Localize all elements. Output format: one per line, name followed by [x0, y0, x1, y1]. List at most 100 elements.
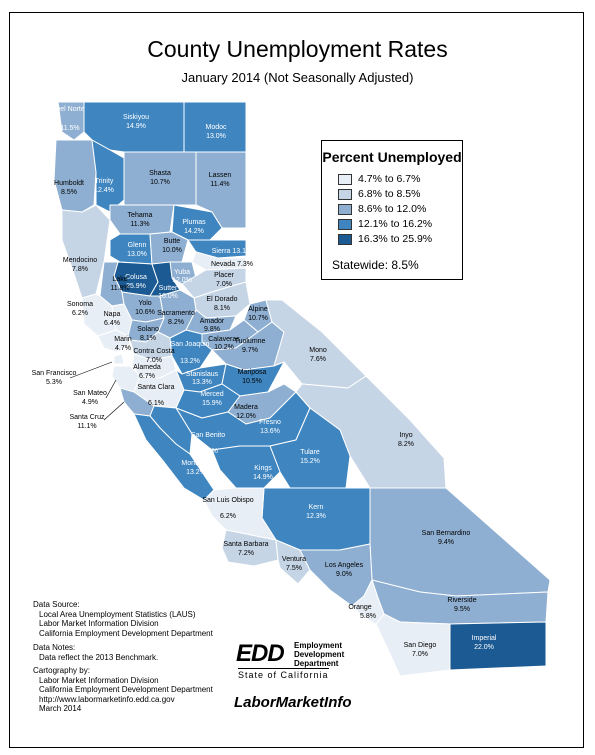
county-san-francisco[interactable]	[113, 353, 125, 365]
county-glenn[interactable]	[109, 233, 153, 265]
svg-text:8.1%: 8.1%	[214, 305, 230, 312]
edd-logo-mark: EDD	[236, 640, 285, 667]
svg-text:15.9%: 15.9%	[202, 400, 222, 407]
label-glenn-rate: 13.0%	[127, 251, 147, 258]
svg-text:7.5%: 7.5%	[286, 565, 302, 572]
label-san-bernardino-name: San Bernardino	[422, 530, 471, 537]
label-plumas-rate: 14.2%	[184, 228, 204, 235]
label-marin-name: Marin	[114, 336, 132, 343]
label-siskiyou-name: Siskiyou	[123, 114, 149, 121]
cartography-url[interactable]: http://www.labormarketinfo.edd.ca.gov	[39, 694, 175, 704]
label-nevada-name: Nevada	[211, 261, 235, 268]
label-mono-name: Mono	[309, 347, 327, 354]
edd-logo-line-1: Employment	[294, 641, 343, 650]
label-sacramento-rate: 8.2%	[168, 319, 184, 326]
label-alameda-name: Alameda	[133, 364, 161, 371]
svg-text:Plumas: Plumas	[182, 219, 206, 226]
svg-text:El Dorado: El Dorado	[206, 296, 237, 303]
label-san-bernardino-rate: 9.4%	[438, 539, 454, 546]
county-san-bernardino[interactable]	[369, 487, 551, 597]
county-san-luis-obispo[interactable]	[203, 487, 277, 541]
label-alpine-name: Alpine	[248, 306, 268, 313]
cartography-block: Cartography by: Labor Market Information…	[33, 666, 213, 714]
county-butte[interactable]	[149, 231, 189, 265]
label-colusa-rate: 25.9%	[126, 283, 146, 290]
legend-label-4: 12.1% to 16.2%	[358, 218, 433, 230]
svg-text:Marin: Marin	[114, 336, 132, 343]
svg-text:14.9%: 14.9%	[253, 474, 273, 481]
label-merced-rate: 15.9%	[202, 400, 222, 407]
label-riverside-rate: 9.5%	[454, 606, 470, 613]
cartography-line-2: California Employment Development Depart…	[39, 685, 213, 694]
svg-text:San Joaquin: San Joaquin	[171, 341, 210, 348]
svg-text:9.7%: 9.7%	[242, 347, 258, 354]
legend-swatch-2	[338, 189, 352, 200]
svg-text:San Benito: San Benito	[191, 432, 225, 439]
svg-text:Butte: Butte	[164, 238, 180, 245]
county-humboldt[interactable]	[53, 139, 97, 213]
edd-logo-text: Employment Development Department	[294, 641, 344, 668]
svg-text:25.9%: 25.9%	[126, 283, 146, 290]
county-mendocino[interactable]	[61, 204, 111, 299]
svg-text:Sacramento: Sacramento	[157, 310, 195, 317]
leader-lines	[69, 361, 125, 421]
edd-logo-state: State of California	[238, 668, 329, 680]
svg-text:Glenn: Glenn	[128, 242, 147, 249]
label-yolo-name: Yolo	[138, 300, 151, 307]
label-tulare-name: Tulare	[300, 449, 320, 456]
svg-text:7.0%: 7.0%	[412, 651, 428, 658]
county-orange[interactable]	[351, 579, 385, 625]
county-del-norte[interactable]	[57, 101, 85, 141]
svg-text:4.9%: 4.9%	[82, 399, 98, 406]
label-stanislaus-name: Stanislaus	[186, 371, 219, 378]
label-sierra-name: Sierra	[212, 248, 231, 255]
label-imperial-rate: 22.0%	[474, 644, 494, 651]
svg-text:Shasta: Shasta	[149, 170, 171, 177]
svg-text:9.5%: 9.5%	[454, 606, 470, 613]
label-amador-name: Amador	[200, 318, 225, 325]
data-source-line-1: Local Area Unemployment Statistics (LAUS…	[39, 609, 196, 619]
label-lassen-rate: 11.4%	[210, 181, 229, 188]
county-kings[interactable]	[211, 445, 281, 489]
svg-text:San Francisco: San Francisco	[32, 370, 77, 377]
svg-text:11.1%: 11.1%	[77, 423, 96, 430]
label-fresno-rate: 13.6%	[260, 428, 280, 435]
county-tulare[interactable]	[269, 407, 351, 489]
data-notes-heading: Data Notes:	[33, 643, 76, 652]
map-title: County Unemployment Rates	[147, 36, 448, 62]
county-marin[interactable]	[97, 329, 131, 353]
svg-text:Siskiyou: Siskiyou	[123, 114, 149, 121]
svg-text:Kings: Kings	[254, 465, 272, 472]
county-santa-barbara[interactable]	[221, 529, 279, 567]
svg-text:Sierra 13.1%: Sierra 13.1%	[212, 248, 253, 255]
data-source-heading: Data Source:	[33, 600, 80, 609]
label-santa-cruz-rate: 11.1%	[77, 423, 96, 430]
legend-swatch-4	[338, 219, 352, 230]
svg-text:12.4%: 12.4%	[94, 187, 114, 194]
svg-text:Stanislaus: Stanislaus	[186, 371, 219, 378]
svg-text:10.2%: 10.2%	[214, 344, 234, 351]
svg-text:Sonoma: Sonoma	[67, 301, 93, 308]
label-stanislaus-rate: 13.3%	[192, 379, 212, 386]
label-sierra-rate: 13.1%	[232, 248, 252, 255]
county-imperial[interactable]	[449, 621, 547, 671]
svg-text:Madera: Madera	[234, 404, 258, 411]
data-source-block: Data Source: Local Area Unemployment Sta…	[33, 600, 213, 638]
county-tehama[interactable]	[109, 204, 175, 235]
label-ventura-name: Ventura	[282, 556, 306, 563]
label-santa-barbara-name: Santa Barbara	[223, 541, 268, 548]
svg-text:Santa Clara: Santa Clara	[138, 384, 175, 391]
label-humboldt-name: Humboldt	[54, 180, 84, 187]
label-calaveras-rate: 10.2%	[214, 344, 234, 351]
label-san-francisco-rate: 5.3%	[46, 379, 62, 386]
label-glenn-name: Glenn	[128, 242, 147, 249]
label-inyo-rate: 8.2%	[398, 441, 414, 448]
label-placer-rate: 7.0%	[216, 281, 232, 288]
svg-text:Humboldt: Humboldt	[54, 180, 84, 187]
label-mariposa-rate: 10.5%	[242, 378, 262, 385]
label-humboldt-rate: 8.5%	[61, 189, 77, 196]
data-notes-line-1: Data reflect the 2013 Benchmark.	[39, 652, 159, 662]
county-mono[interactable]	[265, 299, 367, 389]
label-napa-rate: 6.4%	[104, 320, 120, 327]
label-alameda-rate: 6.7%	[139, 373, 155, 380]
